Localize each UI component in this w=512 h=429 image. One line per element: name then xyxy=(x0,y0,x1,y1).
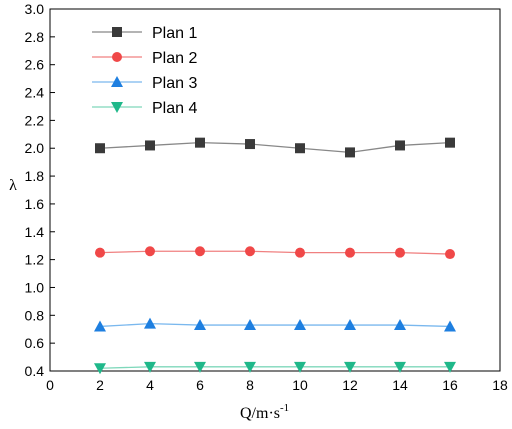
data-point xyxy=(144,361,156,373)
data-point xyxy=(94,363,106,375)
y-tick-label: 2.2 xyxy=(25,112,45,128)
legend-item-2: Plan 2 xyxy=(92,50,197,67)
data-point xyxy=(194,319,206,331)
y-tick-label: 1.4 xyxy=(25,224,45,240)
legend-item-4: Plan 4 xyxy=(92,100,197,117)
data-point xyxy=(244,319,256,331)
data-point xyxy=(394,361,406,373)
data-point xyxy=(344,361,356,373)
legend-marker xyxy=(111,76,123,87)
data-point xyxy=(345,247,355,258)
series-line xyxy=(99,366,450,369)
y-tick-label: 2.4 xyxy=(25,85,45,101)
data-point xyxy=(195,246,205,257)
y-tick-label: 2.0 xyxy=(25,140,45,156)
data-point xyxy=(394,319,406,331)
data-point xyxy=(295,143,305,154)
y-tick-label: 0.4 xyxy=(25,363,45,379)
data-point xyxy=(145,140,155,151)
data-point xyxy=(145,246,155,257)
x-tick-label: 16 xyxy=(442,377,458,393)
data-point xyxy=(294,319,306,331)
series-line xyxy=(99,323,451,328)
x-tick-label: 18 xyxy=(492,377,508,393)
y-tick-label: 0.6 xyxy=(25,335,45,351)
series-line xyxy=(99,142,451,154)
data-point xyxy=(295,247,305,258)
legend-item-3: Plan 3 xyxy=(92,75,197,92)
legend-label: Plan 4 xyxy=(152,100,197,117)
data-point xyxy=(144,317,156,329)
x-axis-title-main: Q/m·s xyxy=(240,405,280,422)
y-tick-label: 1.8 xyxy=(25,168,45,184)
y-tick-label: 1.2 xyxy=(25,252,45,268)
data-point xyxy=(95,247,105,258)
x-tick-label: 12 xyxy=(342,377,358,393)
legend-label: Plan 2 xyxy=(152,50,197,67)
x-axis-title-superscript: -1 xyxy=(280,402,289,414)
data-point xyxy=(445,249,455,260)
data-point xyxy=(195,137,205,148)
series-line xyxy=(99,250,451,255)
data-point xyxy=(244,361,256,373)
legend-label: Plan 1 xyxy=(152,25,197,42)
x-tick-label: 8 xyxy=(246,377,254,393)
plot-frame xyxy=(49,8,501,372)
y-tick-label: 1.6 xyxy=(25,196,45,212)
x-tick-label: 2 xyxy=(96,377,104,393)
data-point xyxy=(245,246,255,257)
legend-marker xyxy=(111,102,123,113)
data-point xyxy=(94,320,106,332)
legend-label: Plan 3 xyxy=(152,75,197,92)
legend-item-1: Plan 1 xyxy=(92,25,197,42)
legend-marker xyxy=(112,27,122,37)
axis-ticks: 0 2 4 6 8 10 12 14 16 18 0.4 0.6 0.8 1.0 1.2 1.4 1.6 1.8 2… xyxy=(25,1,508,393)
x-tick-label: 0 xyxy=(46,377,54,393)
x-tick-label: 4 xyxy=(146,377,154,393)
y-axis-title: λ xyxy=(9,177,17,194)
y-tick-label: 3.0 xyxy=(25,1,45,17)
data-point xyxy=(345,147,355,158)
y-tick-label: 1.0 xyxy=(25,279,45,295)
data-point xyxy=(194,361,206,373)
y-tick-label: 2.8 xyxy=(25,29,45,45)
x-tick-label: 14 xyxy=(392,377,408,393)
series-1 xyxy=(95,137,455,158)
x-tick-label: 6 xyxy=(196,377,204,393)
x-axis-title: Q/m·s-1 xyxy=(240,402,289,422)
data-point xyxy=(95,143,105,154)
data-point xyxy=(245,139,255,150)
data-point xyxy=(344,319,356,331)
data-point xyxy=(444,320,456,332)
data-point xyxy=(445,137,455,148)
data-point xyxy=(294,361,306,373)
x-tick-label: 10 xyxy=(292,377,308,393)
legend-marker xyxy=(112,52,122,62)
series-4 xyxy=(94,361,456,375)
series-3 xyxy=(94,317,456,332)
y-tick-label: 0.8 xyxy=(25,307,45,323)
series-2 xyxy=(95,246,455,260)
series-layer xyxy=(94,137,456,375)
data-point xyxy=(444,361,456,373)
y-tick-label: 2.6 xyxy=(25,57,45,73)
data-point xyxy=(395,140,405,151)
legend: Plan 1 Plan 2 Plan 3 Plan 4 xyxy=(92,25,197,117)
data-point xyxy=(395,247,405,258)
